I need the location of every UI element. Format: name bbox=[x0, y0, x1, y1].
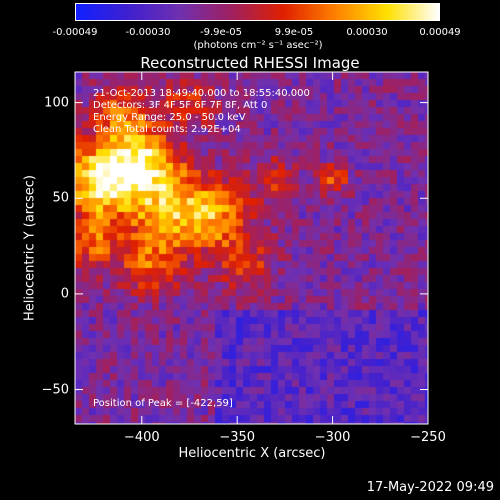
plot-border bbox=[74, 71, 429, 425]
annotation-detectors: Detectors: 3F 4F 5F 6F 7F 8F, Att 0 bbox=[93, 100, 268, 111]
render-timestamp: 17-May-2022 09:49 bbox=[366, 480, 494, 495]
colorbar-unit-label: (photons cm⁻² s⁻¹ asec⁻²) bbox=[193, 40, 323, 51]
colorbar-tick-label: 0.00030 bbox=[346, 27, 388, 38]
colorbar-tick-label: -0.00030 bbox=[125, 27, 171, 38]
annotation-total-counts: Clean Total counts: 2.92E+04 bbox=[93, 124, 241, 135]
colorbar-tick-label: -9.9e-05 bbox=[200, 27, 242, 38]
x-tick-label: −300 bbox=[314, 430, 351, 445]
x-axis-label: Heliocentric X (arcsec) bbox=[178, 446, 326, 461]
y-tick-label: 0 bbox=[60, 286, 69, 302]
heatmap-image bbox=[75, 72, 428, 424]
y-tick-label: 50 bbox=[52, 190, 69, 206]
x-tick-label: −400 bbox=[123, 430, 160, 445]
annotation-peak-position: Position of Peak = [-422,59] bbox=[93, 398, 233, 409]
colorbar-tick-label: 9.9e-05 bbox=[274, 27, 314, 38]
x-tick-label: −350 bbox=[219, 430, 256, 445]
colorbar bbox=[75, 3, 440, 21]
colorbar-tick-label: 0.00049 bbox=[419, 27, 461, 38]
chart-title: Reconstructed RHESSI Image bbox=[140, 54, 360, 72]
colorbar-tick-label: -0.00049 bbox=[52, 27, 98, 38]
annotation-energy-range: Energy Range: 25.0 - 50.0 keV bbox=[93, 112, 246, 123]
y-tick-label: 100 bbox=[44, 95, 69, 111]
y-axis-label: Heliocentric Y (arcsec) bbox=[22, 175, 38, 321]
annotation-time-range: 21-Oct-2013 18:49:40.000 to 18:55:40.000 bbox=[93, 88, 310, 99]
x-tick-label: −250 bbox=[410, 430, 446, 445]
y-tick-label: −50 bbox=[41, 382, 69, 398]
